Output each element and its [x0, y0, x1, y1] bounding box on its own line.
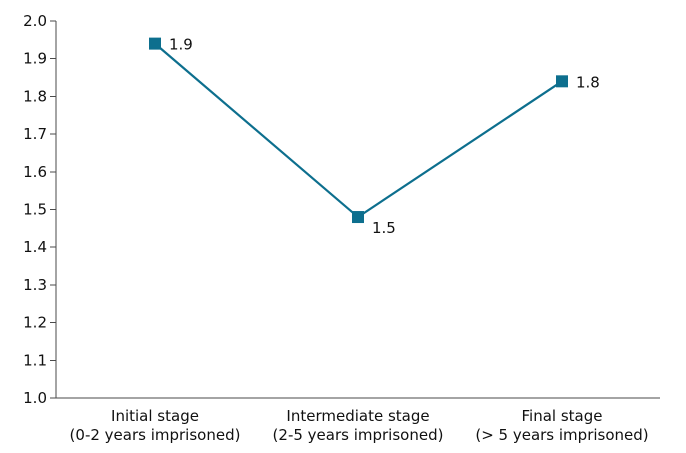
x-category-label-line: (0-2 years imprisoned): [70, 426, 241, 444]
x-category-label-line: (2-5 years imprisoned): [273, 426, 444, 444]
x-category-label-line: Final stage: [522, 407, 603, 425]
y-tick-label: 1.6: [23, 163, 47, 181]
data-label: 1.5: [372, 219, 396, 237]
series-line: [154, 42, 563, 219]
data-labels: 1.9 1.5 1.8: [169, 36, 600, 237]
y-tick-label: 1.5: [23, 201, 47, 219]
y-tick-label: 1.8: [23, 87, 47, 105]
x-category-label-line: Initial stage: [111, 407, 199, 425]
y-tick-label: 1.0: [23, 389, 47, 407]
series-group: [149, 37, 568, 224]
x-category-label-line: Intermediate stage: [286, 407, 429, 425]
axes: [55, 21, 660, 399]
data-point-marker: [556, 75, 568, 88]
x-category-label: Intermediate stage (2-5 years imprisoned): [273, 407, 444, 444]
y-tick-label: 1.9: [23, 50, 47, 68]
data-label: 1.9: [169, 36, 193, 54]
y-tick-label: 1.7: [23, 125, 47, 143]
y-tick-label: 2.0: [23, 12, 47, 30]
x-axis-labels: Initial stage (0-2 years imprisoned) Inter…: [70, 407, 649, 444]
data-label: 1.8: [576, 73, 600, 91]
y-axis-ticks: 1.0 1.1 1.2 1.3 1.4 1.5 1.6 1.7 1.8 1.9 2.0: [23, 12, 56, 407]
x-category-label: Initial stage (0-2 years imprisoned): [70, 407, 241, 444]
data-point-marker: [352, 211, 364, 224]
x-category-label: Final stage (> 5 years imprisoned): [475, 407, 648, 444]
x-category-label-line: (> 5 years imprisoned): [475, 426, 648, 444]
y-tick-label: 1.2: [23, 314, 47, 332]
y-tick-label: 1.1: [23, 351, 47, 369]
data-point-marker: [149, 37, 161, 50]
y-tick-label: 1.3: [23, 276, 47, 294]
y-tick-label: 1.4: [23, 238, 47, 256]
